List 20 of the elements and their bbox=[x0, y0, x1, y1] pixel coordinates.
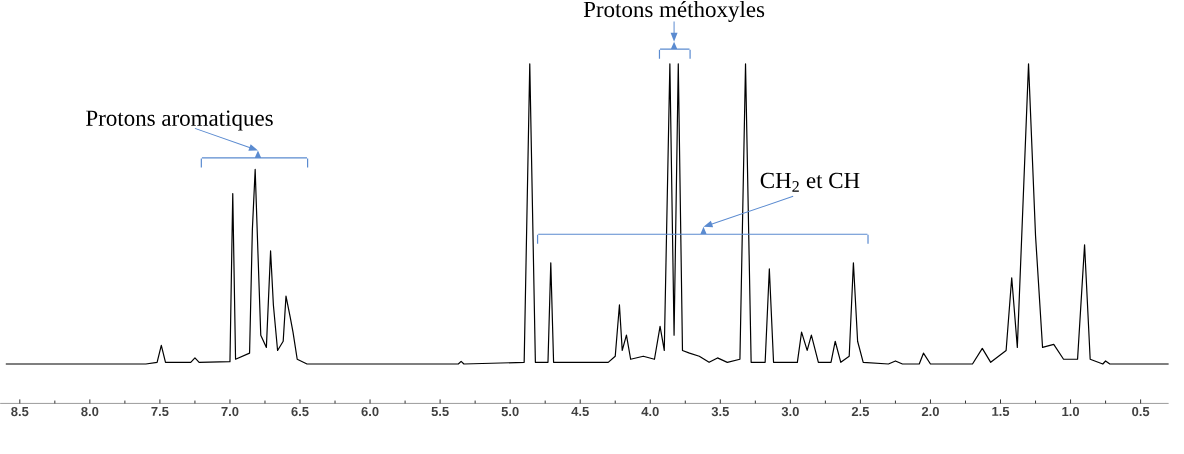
x-tick-label: 2.0 bbox=[921, 406, 939, 416]
x-tick-label: 5.5 bbox=[431, 406, 449, 416]
text: Protons méthoxyles bbox=[583, 0, 765, 22]
x-tick-label: 7.0 bbox=[221, 406, 239, 416]
x-tick-label: 4.0 bbox=[641, 406, 659, 416]
x-tick-label: 5.0 bbox=[501, 406, 519, 416]
x-tick-label: 8.5 bbox=[11, 406, 29, 416]
annotation: Protons aromatiques bbox=[86, 110, 273, 131]
x-tick-label: 0.5 bbox=[1132, 406, 1150, 416]
x-tick-label: 6.0 bbox=[361, 406, 379, 416]
x-tick-label: 6.5 bbox=[291, 406, 309, 416]
x-tick-label: 2.5 bbox=[851, 406, 870, 416]
x-tick-label: 3.0 bbox=[781, 406, 799, 416]
x-tick-label: 1.5 bbox=[992, 406, 1010, 416]
annotation: CH$_{2}$ et CH bbox=[760, 172, 860, 192]
x-tick-label: 4.5 bbox=[571, 406, 589, 416]
x-tick-label: 7.5 bbox=[151, 406, 169, 416]
x-tick-label: 1.0 bbox=[1062, 406, 1080, 416]
x-tick-label: 8.0 bbox=[81, 406, 99, 416]
x-tick-label: 3.5 bbox=[711, 406, 729, 416]
